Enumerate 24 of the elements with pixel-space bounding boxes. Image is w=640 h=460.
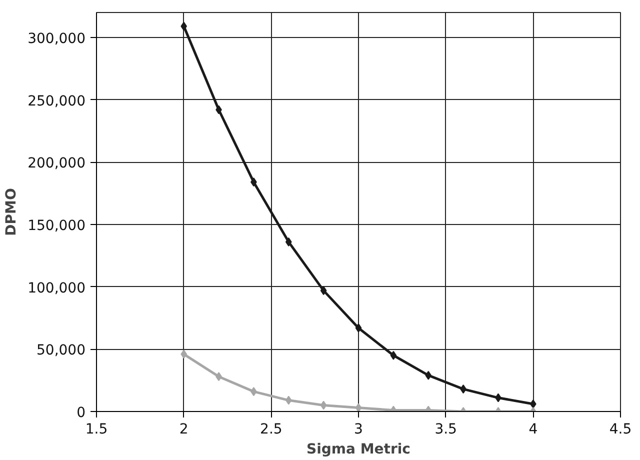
point <box>320 400 327 410</box>
y-tick-label: 200,000 <box>28 156 86 172</box>
x-tick-label: 3.5 <box>434 422 457 438</box>
x-tick-label: 4 <box>528 422 538 438</box>
point <box>285 396 292 405</box>
y-axis-title: DPMO <box>4 188 20 236</box>
point <box>285 237 292 246</box>
point <box>425 370 432 380</box>
y-tick-label: 250,000 <box>28 93 86 110</box>
x-tick-label: 2 <box>179 422 188 438</box>
y-tick-label: 50,000 <box>36 342 86 359</box>
x-axis-title: Sigma Metric <box>306 442 410 458</box>
x-tick-label: 2.5 <box>260 422 282 438</box>
y-tick-label: 150,000 <box>28 218 86 234</box>
x-tick-label: 4.5 <box>609 422 632 438</box>
point <box>390 350 397 360</box>
y-tick-label: 100,000 <box>28 280 86 296</box>
x-tick-label: 3 <box>354 422 363 438</box>
y-tick-label: 300,000 <box>28 30 86 47</box>
y-tick-label: 0 <box>76 405 86 421</box>
point <box>355 323 362 332</box>
point <box>355 403 362 412</box>
x-tick-label: 1.5 <box>85 422 108 438</box>
point <box>320 286 327 296</box>
